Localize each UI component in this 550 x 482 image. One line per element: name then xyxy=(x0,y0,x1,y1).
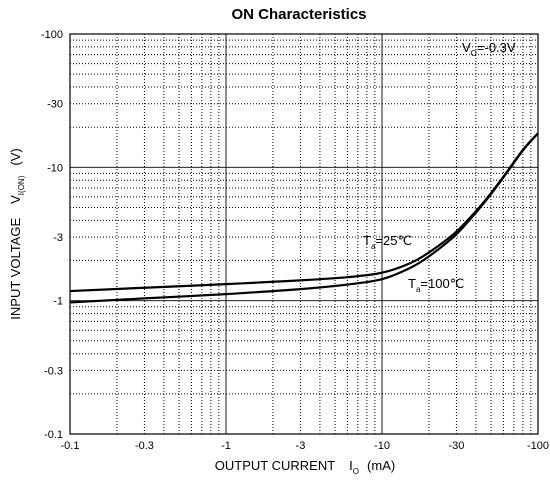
series-label-100c-subscript: a xyxy=(416,285,421,294)
series-line-25c xyxy=(69,132,539,293)
series-label-25c-subscript: a xyxy=(371,242,376,251)
condition-value: =-0.3V xyxy=(477,40,516,55)
y-tick-label: -0.3 xyxy=(44,365,63,377)
x-axis-label-main: OUTPUT CURRENT xyxy=(215,458,335,473)
y-axis-label: INPUT VOLTAGE VI(ON) (V) xyxy=(8,148,26,319)
x-tick-label: -0.3 xyxy=(135,440,154,452)
x-axis-subscript: O xyxy=(353,467,359,476)
y-tick-label: -0.1 xyxy=(44,429,63,441)
x-axis-unit: (mA) xyxy=(367,458,395,473)
x-axis-label: OUTPUT CURRENT IO (mA) xyxy=(215,458,395,476)
y-axis-symbol: V xyxy=(8,195,23,204)
chart-title: ON Characteristics xyxy=(231,6,366,23)
y-tick-label: -10 xyxy=(47,162,63,174)
grid xyxy=(70,34,538,434)
series-label-100c: Ta=100℃ xyxy=(408,276,464,294)
y-tick-label: -1 xyxy=(53,296,63,308)
x-tick-label: -1 xyxy=(221,440,231,452)
series-label-25c: Ta=25℃ xyxy=(363,233,412,251)
series-label-25c-symbol: T xyxy=(363,233,371,248)
x-tick-label: -100 xyxy=(527,440,549,452)
x-tick-label: -3 xyxy=(296,440,306,452)
x-tick-labels: -0.1 -0.3 -1 -3 -10 -30 -100 xyxy=(61,440,550,452)
series xyxy=(69,132,539,304)
condition-annotation: VO=-0.3V xyxy=(462,40,516,58)
y-axis-label-main: INPUT VOLTAGE xyxy=(8,218,23,320)
x-axis-symbol: I xyxy=(349,458,353,473)
series-line-100c xyxy=(69,132,539,304)
y-tick-label: -30 xyxy=(47,99,63,111)
series-label-25c-value: =25℃ xyxy=(375,233,412,248)
condition-symbol: V xyxy=(462,40,471,55)
x-tick-label: -0.1 xyxy=(61,440,80,452)
condition-subscript: O xyxy=(471,49,477,58)
series-label-100c-value: =100℃ xyxy=(420,276,464,291)
x-tick-label: -10 xyxy=(374,440,390,452)
y-tick-label: -100 xyxy=(41,29,63,41)
y-tick-labels: -100 -30 -10 -3 -1 -0.3 -0.1 xyxy=(41,29,63,441)
y-axis-unit: (V) xyxy=(8,148,23,165)
series-label-100c-symbol: T xyxy=(408,276,416,291)
plot-frame xyxy=(69,33,539,435)
y-tick-label: -3 xyxy=(53,232,63,244)
y-axis-subscript: I(ON) xyxy=(17,175,26,195)
x-tick-label: -30 xyxy=(448,440,464,452)
